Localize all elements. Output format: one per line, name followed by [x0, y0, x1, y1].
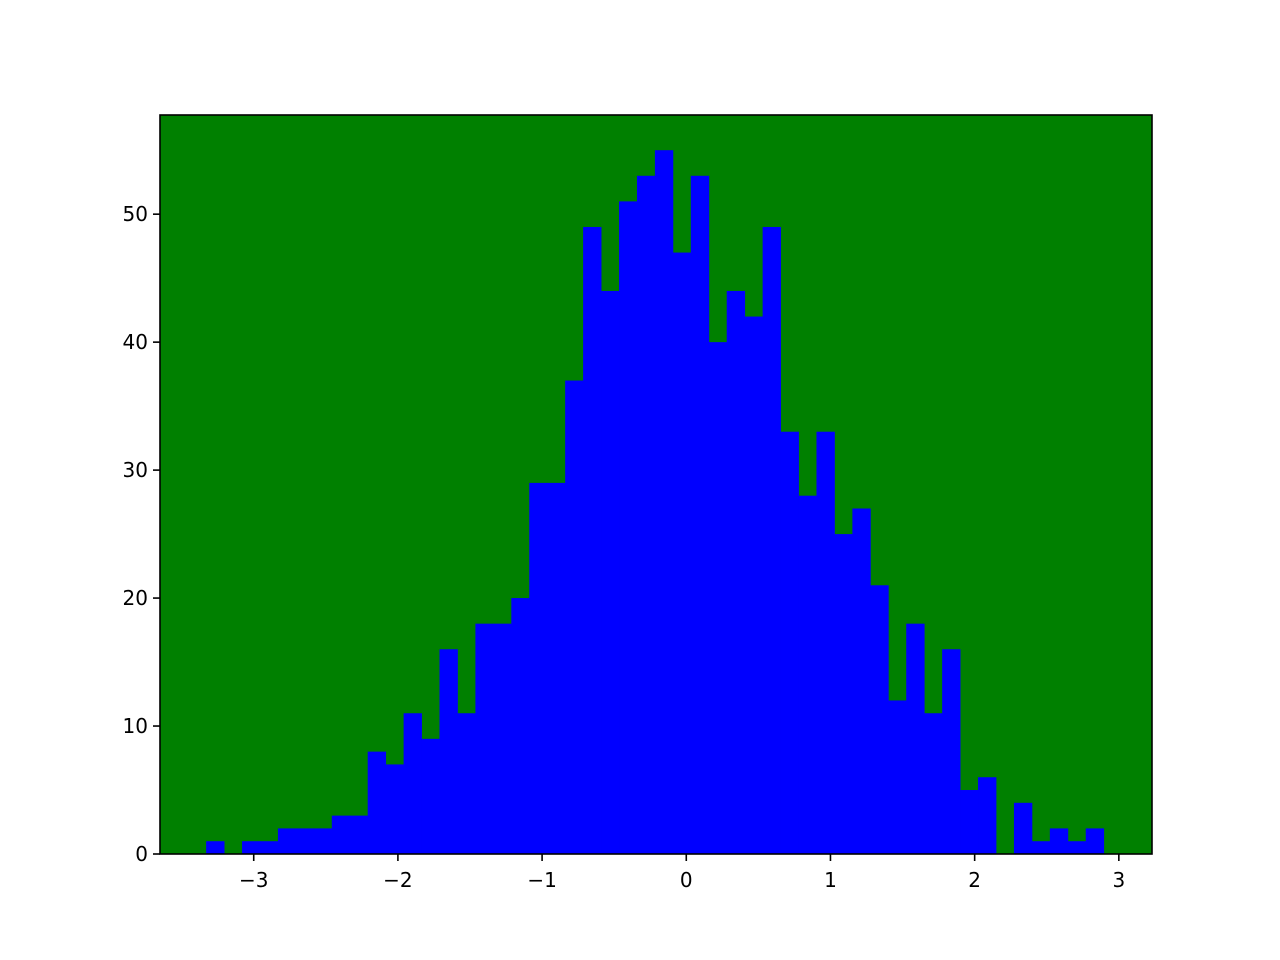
histogram-bar [493, 623, 512, 854]
y-tick-label: 30 [123, 458, 148, 482]
histogram-bar [1013, 802, 1033, 854]
histogram-bar [242, 841, 261, 854]
histogram-bar [924, 713, 943, 854]
x-tick-label: 2 [968, 868, 981, 892]
histogram-bar [349, 815, 369, 854]
x-tick-label: 0 [680, 868, 693, 892]
histogram-bar [1031, 841, 1051, 854]
y-tick-label: 0 [135, 842, 148, 866]
histogram-bar [529, 482, 548, 854]
histogram-bar [1067, 841, 1087, 854]
histogram-bar [259, 841, 279, 854]
y-tick-label: 20 [123, 586, 148, 610]
histogram-bar [960, 790, 979, 854]
histogram-bar [619, 201, 638, 855]
histogram-bar [690, 175, 710, 854]
x-tick-label: 3 [1112, 868, 1125, 892]
histogram-bar [726, 290, 746, 854]
histogram-bar [834, 534, 853, 854]
histogram-bar [708, 342, 728, 854]
x-tick-label: −3 [239, 868, 268, 892]
histogram-bar [457, 713, 476, 854]
histogram-bar [744, 316, 764, 855]
x-tick-label: −1 [527, 868, 556, 892]
histogram-bar [331, 815, 351, 854]
histogram-bar [206, 841, 225, 854]
histogram-bar [906, 623, 925, 854]
histogram-bar [816, 431, 835, 854]
histogram-bar [565, 380, 584, 854]
histogram-bar [636, 175, 656, 854]
y-axis: 0 10 20 30 40 50 [123, 202, 160, 866]
x-tick-label: −2 [383, 868, 412, 892]
histogram-bar [511, 598, 530, 854]
x-axis: −3 −2 −1 0 1 2 3 [239, 854, 1125, 892]
y-tick-label: 40 [123, 330, 148, 354]
histogram-bar [385, 764, 405, 854]
x-tick-label: 1 [824, 868, 837, 892]
histogram-bar [780, 431, 799, 854]
histogram-bar [870, 585, 889, 854]
histogram-bar [367, 751, 387, 854]
histogram-bar [403, 713, 422, 854]
histogram-bar [601, 290, 620, 854]
y-tick-label: 10 [123, 714, 148, 738]
histogram-bar [978, 777, 997, 854]
histogram-bar [583, 226, 602, 854]
y-tick-label: 50 [123, 202, 148, 226]
histogram-bar [1085, 828, 1105, 854]
histogram-bar [942, 649, 961, 854]
bars-group [206, 150, 1105, 855]
histogram-bar [277, 828, 297, 854]
histogram-bar [547, 482, 566, 854]
histogram-bar [672, 252, 692, 855]
histogram-bar [295, 828, 315, 854]
histogram-bar [475, 623, 494, 854]
histogram-bar [852, 508, 871, 854]
histogram-bar [798, 495, 817, 854]
plot-frame [159, 114, 1153, 855]
histogram-bar [1049, 828, 1069, 854]
histogram-bar [654, 150, 674, 854]
histogram-bar [439, 649, 458, 854]
histogram-bar [762, 226, 781, 854]
histogram-bar [421, 738, 440, 854]
histogram-bar [313, 828, 333, 854]
histogram-bar [888, 700, 907, 854]
